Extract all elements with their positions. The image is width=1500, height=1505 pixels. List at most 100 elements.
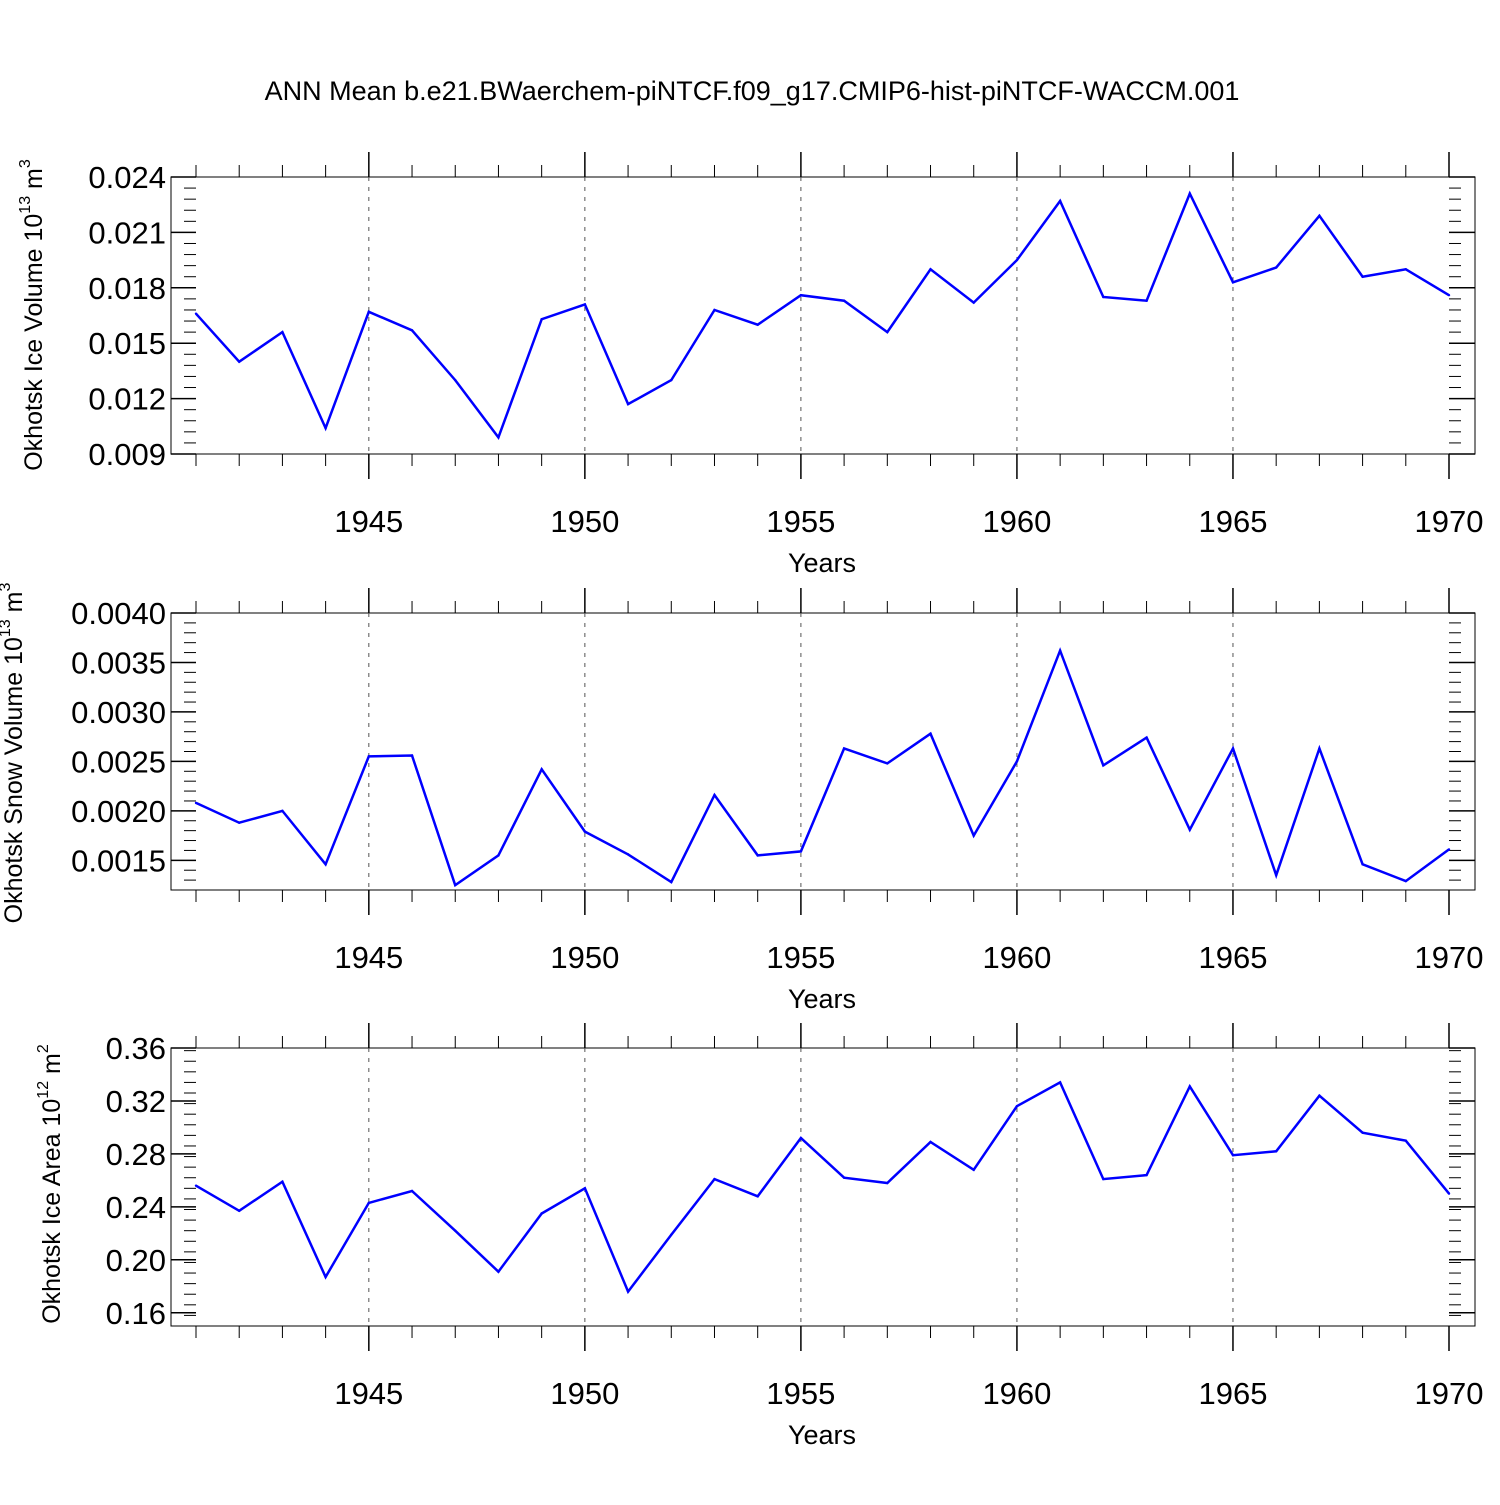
x-tick-label: 1955 (766, 504, 835, 539)
data-point (1188, 828, 1191, 831)
x-tick-label: 1965 (1198, 504, 1267, 539)
data-point (1231, 747, 1235, 750)
data-point (410, 329, 414, 332)
x-tick-label: 1950 (550, 1376, 619, 1411)
y-tick-label: 0.024 (88, 160, 166, 195)
plot-frame (170, 1047, 1476, 1327)
y-tick-label: 0.0030 (71, 695, 166, 730)
data-point (799, 850, 803, 853)
data-point (799, 1136, 803, 1140)
panel-3: 1945 1950 1955 1960 1965 1970 0.16 0.20 0.24 0.28… (35, 1023, 1483, 1450)
data-point (713, 1177, 716, 1181)
y-axis-title: Okhotsk Ice Area 1012 m2 (35, 1044, 66, 1324)
y-axis-title-exponent: 12 (35, 1081, 52, 1099)
x-axis-title: Years (788, 548, 856, 578)
data-point (324, 426, 327, 430)
data-point (497, 854, 500, 857)
data-point (1145, 1173, 1148, 1177)
data-point (929, 1140, 932, 1144)
data-point (670, 1233, 673, 1236)
y-axis-title: Okhotsk Ice Volume 1013 m3 (17, 159, 48, 471)
data-point (1404, 879, 1407, 883)
x-tick-label: 1950 (550, 504, 619, 539)
data-point (1188, 192, 1191, 195)
series-line (195, 190, 1450, 440)
data-point (626, 1290, 630, 1293)
data-point (1015, 760, 1019, 763)
data-point (194, 312, 198, 315)
y-tick-label: 0.0020 (71, 794, 166, 829)
panel-2: 1945 1950 1955 1960 1965 1970 0.0015 0.0020 0.00… (0, 583, 1483, 1014)
data-point (1231, 281, 1235, 284)
data-point (367, 755, 371, 758)
data-point (1361, 863, 1364, 866)
data-point (367, 310, 371, 314)
y-tick-label: 0.36 (106, 1031, 166, 1066)
data-point (324, 1275, 327, 1279)
y-tick-label: 0.0015 (71, 843, 166, 878)
y-tick-label: 0.16 (106, 1296, 166, 1331)
data-point (540, 1212, 543, 1215)
data-point (1361, 1131, 1364, 1134)
data-point (929, 268, 932, 271)
data-point (410, 1189, 414, 1193)
data-point (410, 754, 414, 757)
x-tick-label: 1960 (982, 1376, 1051, 1411)
data-point (583, 1187, 587, 1190)
y-axis-title-exponent: 13 (0, 619, 14, 637)
y-axis-title-main: Okhotsk Ice Volume 10 (20, 214, 48, 471)
data-point (1231, 1154, 1235, 1157)
y-axis-title-unit: m (20, 168, 48, 196)
x-tick-label: 1960 (982, 940, 1051, 975)
data-point (497, 436, 500, 439)
y-axis-title-unit-exponent: 3 (17, 159, 34, 168)
y-tick-label: 0.015 (88, 326, 166, 361)
data-point (454, 883, 457, 887)
data-point (1102, 764, 1105, 767)
data-point (670, 378, 673, 382)
data-point (756, 854, 759, 857)
x-tick-label: 1970 (1415, 504, 1484, 539)
y-tick-label: 0.0035 (71, 645, 166, 680)
y-tick-label: 0.28 (106, 1137, 166, 1172)
data-point (238, 360, 241, 363)
panel-1: 1945 1950 1955 1960 1965 1970 0.009 0.012 0.015 0… (17, 152, 1483, 578)
series-line (195, 1080, 1450, 1295)
data-point (886, 1181, 889, 1185)
y-axis-title-main: Okhotsk Ice Area 10 (38, 1099, 66, 1324)
data-point (1145, 736, 1148, 739)
data-point (1102, 1177, 1105, 1181)
y-axis-title-unit: m (38, 1053, 66, 1081)
data-point (1274, 266, 1278, 269)
data-point (324, 863, 327, 866)
data-point (1361, 275, 1364, 278)
data-point (540, 317, 543, 321)
data-point (1447, 1192, 1451, 1195)
data-point (1058, 199, 1062, 203)
y-tick-label: 0.0025 (71, 744, 166, 779)
y-axis-title-unit-exponent: 3 (0, 583, 14, 592)
series-line (195, 647, 1450, 888)
y-tick-label: 0.32 (106, 1084, 166, 1119)
data-point (842, 299, 846, 302)
data-point (1274, 873, 1278, 877)
data-point (1318, 1094, 1321, 1097)
data-point (842, 1176, 846, 1179)
data-point (454, 378, 457, 382)
data-point (367, 1201, 371, 1205)
y-tick-label: 0.009 (88, 437, 166, 472)
data-point (799, 293, 803, 297)
x-tick-label: 1960 (982, 504, 1051, 539)
x-axis-title: Years (788, 984, 856, 1014)
data-point (1274, 1150, 1278, 1153)
data-point (540, 768, 543, 771)
y-tick-label: 0.018 (88, 271, 166, 306)
data-point (929, 732, 932, 735)
data-point (756, 1195, 759, 1198)
x-tick-label: 1970 (1415, 940, 1484, 975)
x-tick-label: 1965 (1198, 940, 1267, 975)
y-axis-title-unit: m (0, 592, 28, 620)
data-point (1015, 1105, 1019, 1108)
data-point (281, 1180, 284, 1183)
